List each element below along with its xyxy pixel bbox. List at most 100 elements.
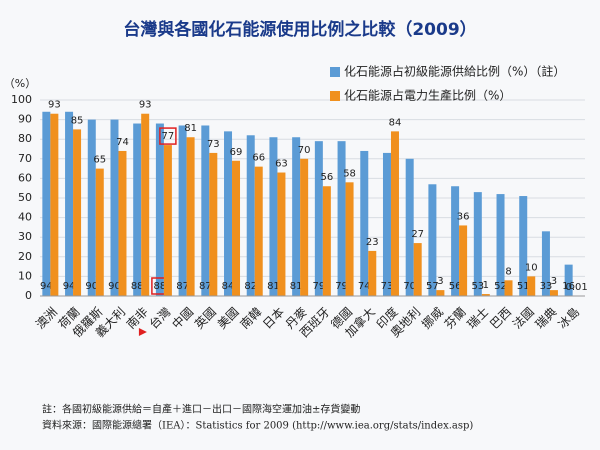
bar <box>42 111 51 296</box>
value-label: 1 <box>483 280 489 291</box>
value-label: 73 <box>381 281 394 292</box>
bar <box>155 123 164 297</box>
bar <box>413 243 422 296</box>
bar <box>110 119 119 296</box>
value-label: 94 <box>63 281 76 292</box>
value-label: 93 <box>48 100 61 111</box>
bar <box>95 168 104 296</box>
bar <box>87 119 96 296</box>
bar <box>382 152 391 296</box>
bar <box>269 137 278 296</box>
bar <box>541 231 550 296</box>
value-label: 70 <box>298 145 311 156</box>
bar <box>224 131 233 296</box>
value-label: 82 <box>244 281 257 292</box>
value-label: 36 <box>457 211 470 222</box>
y-tick-label: 70 <box>18 152 32 165</box>
bar <box>133 123 142 297</box>
value-label: 77 <box>162 131 175 142</box>
legend-swatch <box>330 67 340 77</box>
bar <box>178 125 187 296</box>
bar <box>292 137 301 296</box>
value-label: 51 <box>517 281 530 292</box>
value-label: 3 <box>551 276 557 287</box>
bar <box>277 172 286 296</box>
value-label: 88 <box>154 281 167 292</box>
value-label: 16 <box>562 281 575 292</box>
value-label: 3 <box>437 276 443 287</box>
value-label: 79 <box>335 281 348 292</box>
note: 註：各國初級能源供給＝自產＋進口－出口－國際海空運加油±存貨變動 <box>42 403 360 416</box>
value-label: 27 <box>411 229 424 240</box>
highlight-marker <box>138 328 147 336</box>
value-label: 56 <box>320 172 333 183</box>
value-label: 57 <box>426 281 439 292</box>
chart-title: 台灣與各國化石能源使用比例之比較（2009） <box>123 19 476 40</box>
bar <box>141 113 150 296</box>
value-label: 66 <box>252 153 265 164</box>
value-label: 94 <box>40 281 53 292</box>
legend-swatch <box>330 91 340 101</box>
value-label: 63 <box>275 159 288 170</box>
bar <box>300 158 309 296</box>
y-tick-label: 30 <box>18 230 32 243</box>
bar <box>390 131 399 296</box>
bar <box>428 184 437 296</box>
bar <box>436 290 445 296</box>
y-tick-label: 50 <box>18 191 32 204</box>
value-label: 74 <box>358 281 371 292</box>
bar <box>473 192 482 296</box>
bar <box>254 166 263 296</box>
bar <box>232 160 241 296</box>
bar <box>405 158 414 296</box>
y-tick-label: 100 <box>11 93 32 106</box>
y-tick-label: 80 <box>18 132 32 145</box>
bar <box>50 113 59 296</box>
bar <box>549 290 558 296</box>
bar <box>246 135 255 296</box>
value-label: 73 <box>207 139 220 150</box>
bar <box>65 111 74 296</box>
bar <box>504 280 513 296</box>
bar <box>481 294 490 296</box>
value-label: 90 <box>85 281 98 292</box>
y-tick-label: 90 <box>18 113 32 126</box>
bar <box>118 150 127 296</box>
value-label: 23 <box>366 237 379 248</box>
value-label: 10 <box>525 262 538 273</box>
bar <box>186 137 195 296</box>
value-label: 81 <box>184 123 197 134</box>
bar <box>564 264 573 296</box>
value-label: 93 <box>139 100 152 111</box>
value-label: 81 <box>267 281 280 292</box>
legend-label: 化石能源占初級能源供給比例（%）（註） <box>344 64 565 79</box>
bar <box>209 152 218 296</box>
value-label: 84 <box>222 281 235 292</box>
legend-label: 化石能源占電力生產比例（%） <box>344 88 511 103</box>
value-label: 0.01 <box>566 282 588 293</box>
source: 資料來源：國際能源總署（IEA）：Statistics for 2009 (ht… <box>42 419 473 432</box>
bar <box>519 196 528 296</box>
value-label: 81 <box>290 281 303 292</box>
bar <box>163 145 172 296</box>
bar <box>345 182 354 296</box>
bar <box>201 125 210 296</box>
value-label: 88 <box>131 281 144 292</box>
bar <box>337 141 346 296</box>
value-label: 69 <box>230 147 243 158</box>
bar <box>314 141 323 296</box>
bar <box>368 250 377 296</box>
y-tick-label: 0 <box>25 289 32 302</box>
value-label: 65 <box>93 155 106 166</box>
value-label: 84 <box>389 117 402 128</box>
value-label: 74 <box>116 137 129 148</box>
highlight-box <box>159 127 177 145</box>
value-label: 85 <box>71 115 84 126</box>
y-tick-label: 60 <box>18 171 32 184</box>
value-label: 52 <box>494 281 507 292</box>
y-axis-label: （%） <box>4 77 36 90</box>
value-label: 90 <box>108 281 121 292</box>
value-label: 70 <box>403 281 416 292</box>
y-tick-label: 40 <box>18 211 32 224</box>
